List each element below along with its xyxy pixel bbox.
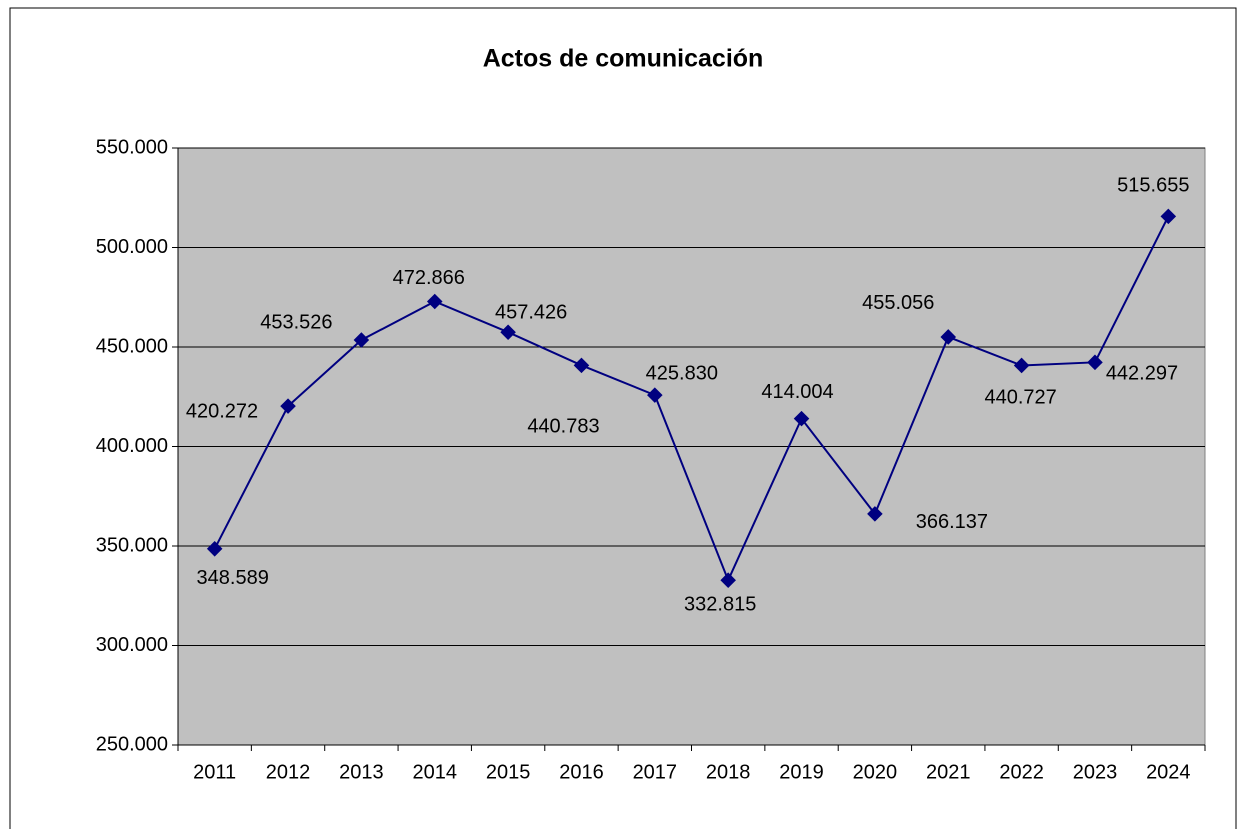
y-tick-label: 350.000	[96, 534, 168, 556]
marker	[1160, 208, 1177, 225]
data-label: 440.783	[527, 416, 599, 438]
marker	[720, 572, 736, 588]
y-tick-label: 500.000	[96, 236, 168, 258]
x-tick-label: 2023	[1073, 761, 1118, 783]
data-label: 453.526	[260, 311, 332, 333]
y-tick-label: 300.000	[96, 634, 168, 656]
y-tick-label: 550.000	[96, 136, 168, 158]
data-label: 472.866	[393, 267, 465, 289]
x-tick-label: 2020	[853, 761, 898, 783]
data-label: 366.137	[916, 511, 988, 533]
data-label: 457.426	[495, 302, 567, 324]
data-label: 440.727	[984, 387, 1056, 409]
x-tick-label: 2018	[706, 761, 751, 783]
x-tick-label: 2014	[413, 761, 458, 783]
x-tick-label: 2022	[999, 761, 1044, 783]
y-tick-label: 450.000	[96, 335, 168, 357]
data-label: 420.272	[186, 400, 258, 422]
x-tick-label: 2024	[1146, 761, 1191, 783]
data-label: 442.297	[1106, 363, 1178, 385]
data-label: 455.056	[862, 292, 934, 314]
data-label: 515.655	[1117, 175, 1189, 197]
data-label: 332.815	[684, 593, 756, 615]
x-tick-label: 2021	[926, 761, 971, 783]
x-tick-label: 2015	[486, 761, 531, 783]
y-tick-label: 250.000	[96, 733, 168, 755]
marker	[867, 506, 883, 522]
x-tick-label: 2017	[633, 761, 678, 783]
data-label: 348.589	[197, 567, 269, 589]
x-tick-label: 2013	[339, 761, 384, 783]
data-label: 414.004	[761, 381, 833, 403]
x-tick-label: 2016	[559, 761, 604, 783]
data-label: 425.830	[646, 362, 718, 384]
marker	[1087, 354, 1103, 371]
x-tick-label: 2012	[266, 761, 311, 783]
chart-title: Actos de comunicación	[483, 45, 764, 73]
line	[213, 215, 1170, 583]
x-tick-label: 2019	[779, 761, 824, 783]
marker	[206, 541, 223, 557]
y-tick-label: 400.000	[96, 435, 168, 457]
x-tick-label: 2011	[193, 761, 236, 783]
